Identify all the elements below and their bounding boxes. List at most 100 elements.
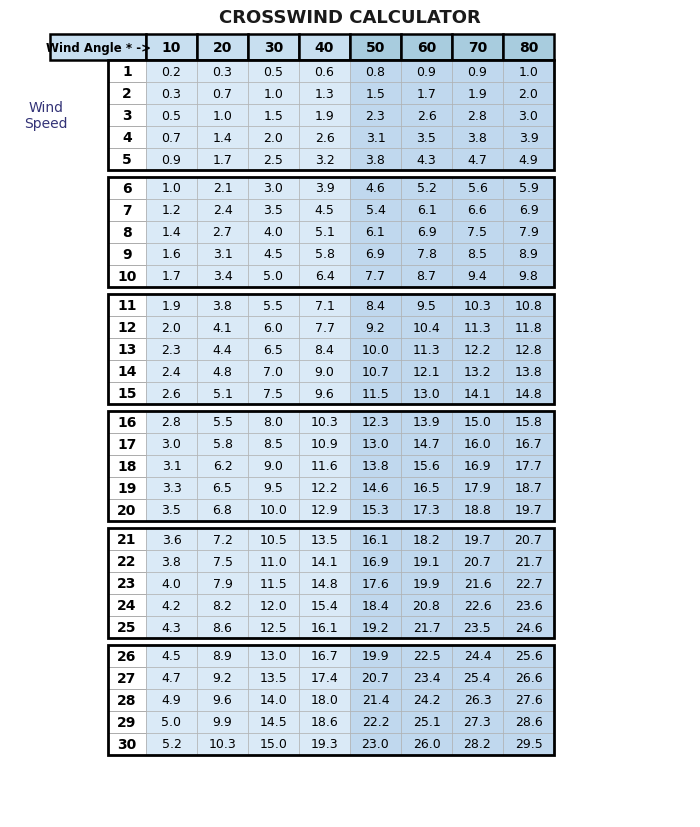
- Bar: [108, 383, 146, 404]
- Text: 1.7: 1.7: [162, 270, 181, 283]
- Bar: [452, 61, 503, 83]
- Bar: [248, 711, 299, 733]
- Text: 4.9: 4.9: [519, 153, 538, 166]
- Bar: [146, 733, 197, 755]
- Text: 1.7: 1.7: [213, 153, 232, 166]
- Text: 10.5: 10.5: [260, 533, 288, 546]
- Text: 2.4: 2.4: [162, 365, 181, 378]
- Text: 12.9: 12.9: [311, 504, 338, 517]
- Bar: [108, 433, 146, 456]
- Bar: [503, 105, 554, 127]
- Bar: [197, 528, 248, 550]
- Text: 7.7: 7.7: [365, 270, 386, 283]
- Bar: [197, 456, 248, 477]
- Text: 2.3: 2.3: [365, 109, 386, 122]
- Text: 1.5: 1.5: [264, 109, 284, 122]
- Text: 6.0: 6.0: [264, 321, 284, 334]
- Text: 18.8: 18.8: [463, 504, 491, 517]
- Text: 21.7: 21.7: [412, 621, 440, 633]
- Bar: [452, 550, 503, 572]
- Bar: [197, 733, 248, 755]
- Bar: [401, 317, 452, 338]
- Text: 17.7: 17.7: [514, 460, 542, 473]
- Bar: [248, 500, 299, 521]
- Bar: [248, 105, 299, 127]
- Bar: [197, 83, 248, 105]
- Bar: [108, 178, 146, 200]
- Text: 28: 28: [118, 693, 136, 707]
- Bar: [452, 595, 503, 616]
- Bar: [146, 317, 197, 338]
- Text: 10.7: 10.7: [362, 365, 389, 378]
- Text: 29: 29: [118, 715, 136, 729]
- Bar: [503, 477, 554, 500]
- Text: 5.6: 5.6: [468, 182, 487, 195]
- Text: 30: 30: [118, 737, 136, 751]
- Text: 15.8: 15.8: [514, 416, 542, 429]
- Bar: [452, 149, 503, 171]
- Bar: [452, 338, 503, 361]
- Bar: [452, 178, 503, 200]
- Text: 3: 3: [122, 109, 132, 123]
- Text: 1.0: 1.0: [264, 88, 284, 100]
- Text: 1.0: 1.0: [162, 182, 181, 195]
- Bar: [401, 550, 452, 572]
- Text: 3.6: 3.6: [162, 533, 181, 546]
- Bar: [108, 667, 146, 689]
- Text: 1.2: 1.2: [162, 204, 181, 218]
- Text: 7.7: 7.7: [314, 321, 335, 334]
- Text: 23.0: 23.0: [362, 738, 389, 751]
- Text: 20.8: 20.8: [412, 599, 440, 612]
- Bar: [350, 433, 401, 456]
- Text: 0.3: 0.3: [213, 65, 232, 79]
- Text: 2.0: 2.0: [264, 131, 284, 145]
- Text: 16.1: 16.1: [311, 621, 338, 633]
- Bar: [197, 222, 248, 244]
- Bar: [299, 456, 350, 477]
- Text: 10: 10: [118, 270, 136, 284]
- Text: 5.9: 5.9: [519, 182, 538, 195]
- Text: 10.0: 10.0: [362, 343, 389, 356]
- Bar: [350, 294, 401, 317]
- Bar: [248, 528, 299, 550]
- Bar: [197, 572, 248, 595]
- Text: 5: 5: [122, 153, 132, 167]
- Text: 20.7: 20.7: [463, 555, 491, 568]
- Bar: [350, 317, 401, 338]
- Bar: [299, 572, 350, 595]
- Text: 6.1: 6.1: [365, 227, 386, 239]
- Bar: [299, 61, 350, 83]
- Bar: [401, 528, 452, 550]
- Text: 28.6: 28.6: [514, 715, 542, 729]
- Text: 18.4: 18.4: [362, 599, 389, 612]
- Bar: [146, 383, 197, 404]
- Text: 7.0: 7.0: [263, 365, 284, 378]
- Text: 10.9: 10.9: [311, 438, 338, 451]
- Text: 19.9: 19.9: [362, 650, 389, 662]
- Text: 8.5: 8.5: [263, 438, 284, 451]
- Bar: [248, 294, 299, 317]
- Bar: [401, 222, 452, 244]
- Bar: [503, 733, 554, 755]
- Text: 6.5: 6.5: [264, 343, 284, 356]
- Text: 1.3: 1.3: [314, 88, 335, 100]
- Bar: [503, 127, 554, 149]
- Bar: [401, 105, 452, 127]
- Text: 12.2: 12.2: [463, 343, 491, 356]
- Bar: [299, 265, 350, 288]
- Text: 10.0: 10.0: [260, 504, 288, 517]
- Bar: [299, 105, 350, 127]
- Bar: [452, 733, 503, 755]
- Text: 2.7: 2.7: [213, 227, 232, 239]
- Bar: [452, 500, 503, 521]
- Text: 9.8: 9.8: [519, 270, 538, 283]
- Bar: [248, 200, 299, 222]
- Text: 14: 14: [118, 365, 136, 379]
- Text: 14.5: 14.5: [260, 715, 288, 729]
- Bar: [108, 733, 146, 755]
- Bar: [197, 689, 248, 711]
- Text: 7.5: 7.5: [263, 387, 284, 400]
- Bar: [350, 456, 401, 477]
- Bar: [452, 645, 503, 667]
- Bar: [503, 61, 554, 83]
